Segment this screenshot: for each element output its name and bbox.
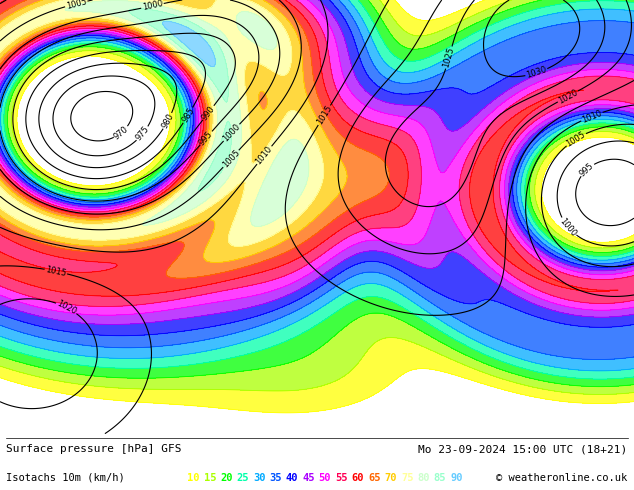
Text: 1005: 1005 [221, 148, 242, 170]
Text: Isotachs 10m (km/h): Isotachs 10m (km/h) [6, 472, 125, 483]
Text: 30: 30 [551, 243, 565, 255]
Text: 1020: 1020 [557, 88, 579, 105]
Text: 980: 980 [160, 112, 176, 130]
Text: 10: 10 [150, 398, 160, 408]
Text: 70: 70 [183, 220, 196, 233]
Text: 1010: 1010 [580, 108, 603, 124]
Text: 35: 35 [269, 472, 282, 483]
Text: 70: 70 [23, 0, 36, 12]
Text: 1005: 1005 [565, 130, 587, 148]
Text: 20: 20 [377, 16, 391, 30]
Text: 50: 50 [216, 296, 228, 306]
Text: 85: 85 [434, 472, 446, 483]
Text: 50: 50 [319, 472, 331, 483]
Text: 50: 50 [543, 111, 557, 124]
Text: 80: 80 [245, 35, 259, 48]
Text: 70: 70 [384, 472, 397, 483]
Text: 970: 970 [112, 124, 130, 141]
Text: 1030: 1030 [525, 65, 548, 80]
Text: 15: 15 [204, 472, 216, 483]
Text: 1000: 1000 [221, 122, 242, 143]
Text: 60: 60 [352, 472, 364, 483]
Text: 10: 10 [457, 2, 470, 15]
Text: 1000: 1000 [141, 0, 164, 12]
Text: 10: 10 [560, 140, 574, 153]
Text: 30: 30 [20, 168, 34, 182]
Text: 10: 10 [136, 67, 149, 81]
Text: © weatheronline.co.uk: © weatheronline.co.uk [496, 472, 628, 483]
Text: 995: 995 [198, 129, 215, 147]
Text: 50: 50 [334, 52, 345, 64]
Text: 50: 50 [172, 164, 186, 177]
Text: 45: 45 [302, 472, 314, 483]
Text: 1000: 1000 [558, 216, 578, 238]
Text: 1025: 1025 [442, 46, 456, 69]
Text: 60: 60 [94, 257, 106, 267]
Text: 985: 985 [180, 106, 196, 124]
Text: 40: 40 [485, 79, 498, 92]
Text: 20: 20 [534, 217, 548, 231]
Text: 70: 70 [254, 93, 263, 103]
Text: 25: 25 [236, 472, 249, 483]
Text: 80: 80 [417, 472, 430, 483]
Text: 990: 990 [200, 104, 217, 122]
Text: Surface pressure [hPa] GFS: Surface pressure [hPa] GFS [6, 444, 182, 454]
Text: 1005: 1005 [65, 0, 87, 11]
Text: 70: 70 [148, 32, 162, 46]
Text: 65: 65 [368, 472, 380, 483]
Text: 90: 90 [171, 32, 184, 46]
Text: 995: 995 [578, 161, 596, 178]
Text: 20: 20 [419, 327, 433, 340]
Text: Mo 23-09-2024 15:00 UTC (18+21): Mo 23-09-2024 15:00 UTC (18+21) [418, 444, 628, 454]
Text: 30: 30 [253, 472, 266, 483]
Text: 40: 40 [522, 138, 536, 151]
Text: 40: 40 [171, 157, 185, 171]
Text: 1015: 1015 [45, 265, 67, 278]
Text: 55: 55 [335, 472, 347, 483]
Text: 1015: 1015 [315, 104, 333, 126]
Text: 975: 975 [134, 124, 151, 143]
Text: 40: 40 [411, 275, 425, 288]
Text: 1010: 1010 [254, 144, 275, 166]
Text: 60: 60 [526, 270, 539, 282]
Text: 90: 90 [450, 472, 463, 483]
Text: 80: 80 [233, 84, 243, 96]
Text: 60: 60 [143, 195, 157, 207]
Text: 1020: 1020 [55, 299, 78, 317]
Text: 40: 40 [286, 472, 298, 483]
Text: 80: 80 [258, 173, 271, 187]
Text: 30: 30 [416, 302, 430, 316]
Text: 60: 60 [370, 131, 382, 143]
Text: 75: 75 [401, 472, 413, 483]
Text: 30: 30 [448, 48, 461, 61]
Text: 20: 20 [44, 177, 58, 190]
Text: 20: 20 [220, 472, 233, 483]
Text: 10: 10 [187, 472, 200, 483]
